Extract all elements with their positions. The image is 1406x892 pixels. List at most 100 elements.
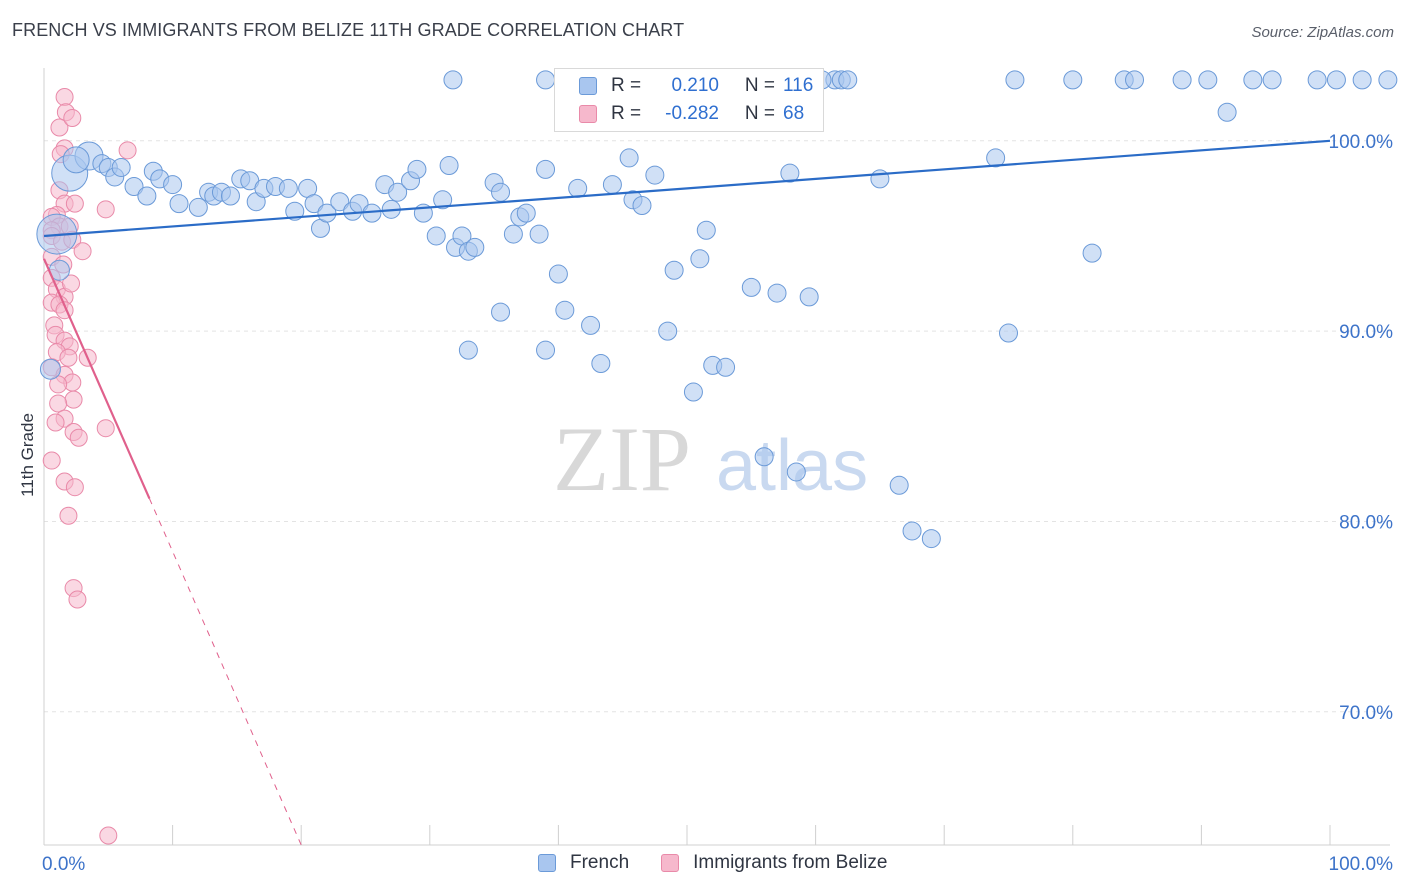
french-point	[317, 203, 337, 223]
belize-point	[62, 274, 81, 293]
french-point	[278, 178, 298, 198]
french-point	[491, 182, 511, 202]
french-point	[433, 190, 453, 210]
french-point	[536, 70, 556, 90]
y-tick-label-2: 80.0%	[1339, 512, 1393, 533]
belize-point	[99, 826, 118, 845]
french-point	[516, 203, 536, 223]
french-point	[137, 186, 157, 206]
belize-n-label: N =	[744, 103, 775, 124]
french-point	[458, 340, 478, 360]
french-point	[1217, 102, 1237, 122]
french-point	[986, 148, 1006, 168]
french-point	[1307, 70, 1327, 90]
french-point	[921, 529, 941, 549]
french-swatch	[579, 77, 597, 95]
french-point	[754, 447, 774, 467]
french-point	[690, 249, 710, 269]
french-point	[1198, 70, 1218, 90]
legend-item-french[interactable]: French	[538, 852, 629, 874]
french-point	[1082, 243, 1102, 263]
chart-title: FRENCH VS IMMIGRANTS FROM BELIZE 11TH GR…	[12, 20, 685, 40]
french-point	[465, 237, 485, 257]
french-point	[169, 194, 189, 214]
french-point	[220, 186, 240, 206]
french-point	[529, 224, 549, 244]
french-point	[1378, 70, 1398, 90]
french-point	[491, 302, 511, 322]
french-point	[664, 260, 684, 280]
belize-point	[46, 413, 65, 432]
legend-row-belize: R = -0.282 N = 68	[579, 101, 804, 127]
belize-series	[42, 88, 137, 845]
french-point	[426, 226, 446, 246]
french-point	[838, 70, 858, 90]
french-point	[388, 182, 408, 202]
y-tick-label-1: 90.0%	[1339, 322, 1393, 343]
belize-point	[65, 194, 84, 213]
watermark: ZIP atlas	[553, 408, 868, 510]
french-point	[591, 353, 611, 373]
french-point	[330, 192, 350, 212]
y-tick-label-0: 100.0%	[1329, 132, 1394, 153]
french-point	[741, 277, 761, 297]
french-point	[285, 201, 305, 221]
y-axis-label: 11th Grade	[18, 413, 37, 497]
french-point	[1352, 70, 1372, 90]
french-point	[1243, 70, 1263, 90]
french-point	[889, 475, 909, 495]
belize-point	[69, 428, 88, 447]
y-tick-label-3: 70.0%	[1339, 703, 1393, 724]
french-point	[645, 165, 665, 185]
french-point	[786, 462, 806, 482]
belize-point	[63, 108, 82, 127]
french-point	[407, 159, 427, 179]
belize-n-value: 68	[783, 103, 805, 124]
legend-item-belize[interactable]: Immigrants from Belize	[661, 852, 887, 874]
french-point	[124, 176, 144, 196]
french-point	[619, 148, 639, 168]
french-point	[503, 224, 523, 244]
french-point	[62, 146, 90, 174]
belize-point	[50, 118, 69, 137]
french-point	[767, 283, 787, 303]
french-point	[1262, 70, 1282, 90]
belize-point	[59, 348, 78, 367]
french-n-label: N =	[744, 75, 775, 96]
belize-trend-line	[42, 258, 151, 500]
belize-r-label: R =	[611, 103, 642, 124]
french-point	[581, 315, 601, 335]
french-point	[1063, 70, 1083, 90]
legend-row-french: R = 0.210 N = 116	[579, 73, 813, 99]
french-point	[443, 70, 463, 90]
french-point	[439, 156, 459, 176]
french-point	[111, 157, 131, 177]
french-trend-line	[43, 139, 1331, 238]
belize-point	[49, 394, 68, 413]
french-point	[696, 220, 716, 240]
belize-legend-swatch	[661, 854, 680, 872]
belize-trend-extension	[148, 498, 302, 846]
belize-point	[118, 141, 137, 160]
french-point	[1326, 70, 1346, 90]
french-point	[632, 196, 652, 216]
belize-point	[73, 242, 92, 261]
x-tick-label-1: 100.0%	[1329, 854, 1394, 875]
belize-point	[65, 478, 84, 497]
french-point	[555, 300, 575, 320]
french-point	[1125, 70, 1145, 90]
belize-r-value: -0.282	[665, 103, 719, 124]
stats-legend: R = 0.210 N = 116 R = -0.282 N = 68	[554, 68, 824, 132]
french-point	[1005, 70, 1025, 90]
french-point	[683, 382, 703, 402]
french-point	[780, 163, 800, 183]
gridlines	[44, 140, 1390, 713]
watermark-zip: ZIP	[553, 408, 691, 510]
french-point	[902, 521, 922, 541]
french-n-value: 116	[783, 75, 814, 96]
french-point	[39, 358, 61, 380]
trend-lines	[42, 139, 1331, 846]
french-point	[658, 321, 678, 341]
french-point	[602, 175, 622, 195]
